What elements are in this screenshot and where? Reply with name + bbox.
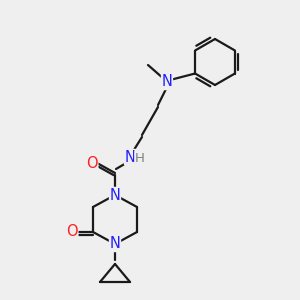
Text: N: N (162, 74, 172, 89)
Text: N: N (124, 149, 135, 164)
Text: O: O (86, 155, 98, 170)
Text: H: H (135, 152, 145, 164)
Text: O: O (66, 224, 78, 239)
Text: N: N (110, 236, 120, 251)
Text: N: N (110, 188, 120, 202)
